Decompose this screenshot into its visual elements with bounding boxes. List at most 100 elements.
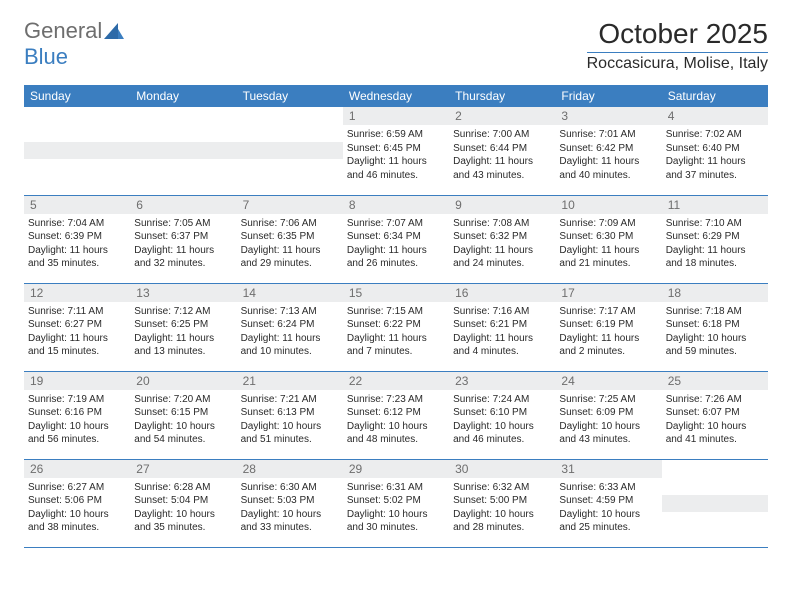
- day-cell: 27Sunrise: 6:28 AMSunset: 5:04 PMDayligh…: [130, 459, 236, 547]
- day-cell: 20Sunrise: 7:20 AMSunset: 6:15 PMDayligh…: [130, 371, 236, 459]
- weekday-header: Monday: [130, 85, 236, 107]
- weekday-header-row: SundayMondayTuesdayWednesdayThursdayFrid…: [24, 85, 768, 107]
- day-number: 11: [662, 196, 768, 214]
- day-content: Sunrise: 7:17 AMSunset: 6:19 PMDaylight:…: [555, 302, 661, 362]
- day-content: Sunrise: 7:08 AMSunset: 6:32 PMDaylight:…: [449, 214, 555, 274]
- day-content: Sunrise: 7:07 AMSunset: 6:34 PMDaylight:…: [343, 214, 449, 274]
- page-title: October 2025: [587, 18, 768, 50]
- day-content: Sunrise: 7:26 AMSunset: 6:07 PMDaylight:…: [662, 390, 768, 450]
- empty-day-cell: [24, 107, 130, 195]
- day-number: 25: [662, 372, 768, 390]
- day-cell: 26Sunrise: 6:27 AMSunset: 5:06 PMDayligh…: [24, 459, 130, 547]
- empty-day-cell: [662, 459, 768, 547]
- day-cell: 24Sunrise: 7:25 AMSunset: 6:09 PMDayligh…: [555, 371, 661, 459]
- day-number: 18: [662, 284, 768, 302]
- day-number: 20: [130, 372, 236, 390]
- calendar-week-row: 19Sunrise: 7:19 AMSunset: 6:16 PMDayligh…: [24, 371, 768, 459]
- day-cell: 21Sunrise: 7:21 AMSunset: 6:13 PMDayligh…: [237, 371, 343, 459]
- day-cell: 29Sunrise: 6:31 AMSunset: 5:02 PMDayligh…: [343, 459, 449, 547]
- day-content: Sunrise: 6:59 AMSunset: 6:45 PMDaylight:…: [343, 125, 449, 185]
- day-cell: 13Sunrise: 7:12 AMSunset: 6:25 PMDayligh…: [130, 283, 236, 371]
- day-content: Sunrise: 7:23 AMSunset: 6:12 PMDaylight:…: [343, 390, 449, 450]
- empty-day-cell: [130, 107, 236, 195]
- day-content: Sunrise: 6:30 AMSunset: 5:03 PMDaylight:…: [237, 478, 343, 538]
- title-block: October 2025 Roccasicura, Molise, Italy: [587, 18, 768, 73]
- day-cell: 17Sunrise: 7:17 AMSunset: 6:19 PMDayligh…: [555, 283, 661, 371]
- day-cell: 22Sunrise: 7:23 AMSunset: 6:12 PMDayligh…: [343, 371, 449, 459]
- day-number: 3: [555, 107, 661, 125]
- page-header: General October 2025 Roccasicura, Molise…: [24, 18, 768, 73]
- day-number: 6: [130, 196, 236, 214]
- day-content: Sunrise: 7:06 AMSunset: 6:35 PMDaylight:…: [237, 214, 343, 274]
- day-content: Sunrise: 7:24 AMSunset: 6:10 PMDaylight:…: [449, 390, 555, 450]
- day-number: 30: [449, 460, 555, 478]
- day-content: Sunrise: 7:18 AMSunset: 6:18 PMDaylight:…: [662, 302, 768, 362]
- day-content: Sunrise: 7:04 AMSunset: 6:39 PMDaylight:…: [24, 214, 130, 274]
- day-cell: 7Sunrise: 7:06 AMSunset: 6:35 PMDaylight…: [237, 195, 343, 283]
- day-cell: 11Sunrise: 7:10 AMSunset: 6:29 PMDayligh…: [662, 195, 768, 283]
- day-cell: 19Sunrise: 7:19 AMSunset: 6:16 PMDayligh…: [24, 371, 130, 459]
- day-content: Sunrise: 7:11 AMSunset: 6:27 PMDaylight:…: [24, 302, 130, 362]
- day-number: 28: [237, 460, 343, 478]
- day-content: Sunrise: 7:25 AMSunset: 6:09 PMDaylight:…: [555, 390, 661, 450]
- day-content: Sunrise: 7:15 AMSunset: 6:22 PMDaylight:…: [343, 302, 449, 362]
- day-cell: 28Sunrise: 6:30 AMSunset: 5:03 PMDayligh…: [237, 459, 343, 547]
- day-number: 26: [24, 460, 130, 478]
- day-number: 9: [449, 196, 555, 214]
- day-content: Sunrise: 7:16 AMSunset: 6:21 PMDaylight:…: [449, 302, 555, 362]
- weekday-header: Thursday: [449, 85, 555, 107]
- day-content: Sunrise: 7:13 AMSunset: 6:24 PMDaylight:…: [237, 302, 343, 362]
- day-number: 21: [237, 372, 343, 390]
- day-number: 24: [555, 372, 661, 390]
- logo: General: [24, 18, 126, 44]
- day-number: 5: [24, 196, 130, 214]
- day-content: Sunrise: 7:02 AMSunset: 6:40 PMDaylight:…: [662, 125, 768, 185]
- logo-triangle-icon: [104, 23, 124, 39]
- calendar-week-row: 12Sunrise: 7:11 AMSunset: 6:27 PMDayligh…: [24, 283, 768, 371]
- day-cell: 23Sunrise: 7:24 AMSunset: 6:10 PMDayligh…: [449, 371, 555, 459]
- day-number: 17: [555, 284, 661, 302]
- weekday-header: Saturday: [662, 85, 768, 107]
- day-cell: 12Sunrise: 7:11 AMSunset: 6:27 PMDayligh…: [24, 283, 130, 371]
- day-cell: 18Sunrise: 7:18 AMSunset: 6:18 PMDayligh…: [662, 283, 768, 371]
- day-number: 7: [237, 196, 343, 214]
- day-cell: 6Sunrise: 7:05 AMSunset: 6:37 PMDaylight…: [130, 195, 236, 283]
- day-content: Sunrise: 7:09 AMSunset: 6:30 PMDaylight:…: [555, 214, 661, 274]
- day-number: 16: [449, 284, 555, 302]
- day-number: 1: [343, 107, 449, 125]
- day-cell: 25Sunrise: 7:26 AMSunset: 6:07 PMDayligh…: [662, 371, 768, 459]
- day-cell: 10Sunrise: 7:09 AMSunset: 6:30 PMDayligh…: [555, 195, 661, 283]
- day-number: 29: [343, 460, 449, 478]
- day-number: 22: [343, 372, 449, 390]
- day-cell: 31Sunrise: 6:33 AMSunset: 4:59 PMDayligh…: [555, 459, 661, 547]
- day-content: Sunrise: 7:05 AMSunset: 6:37 PMDaylight:…: [130, 214, 236, 274]
- day-number: 27: [130, 460, 236, 478]
- day-cell: 9Sunrise: 7:08 AMSunset: 6:32 PMDaylight…: [449, 195, 555, 283]
- day-number: 12: [24, 284, 130, 302]
- calendar-week-row: 1Sunrise: 6:59 AMSunset: 6:45 PMDaylight…: [24, 107, 768, 195]
- day-cell: 5Sunrise: 7:04 AMSunset: 6:39 PMDaylight…: [24, 195, 130, 283]
- day-number: 14: [237, 284, 343, 302]
- weekday-header: Wednesday: [343, 85, 449, 107]
- day-content: Sunrise: 6:32 AMSunset: 5:00 PMDaylight:…: [449, 478, 555, 538]
- day-cell: 3Sunrise: 7:01 AMSunset: 6:42 PMDaylight…: [555, 107, 661, 195]
- calendar-week-row: 26Sunrise: 6:27 AMSunset: 5:06 PMDayligh…: [24, 459, 768, 547]
- day-cell: 16Sunrise: 7:16 AMSunset: 6:21 PMDayligh…: [449, 283, 555, 371]
- calendar-table: SundayMondayTuesdayWednesdayThursdayFrid…: [24, 85, 768, 548]
- day-cell: 8Sunrise: 7:07 AMSunset: 6:34 PMDaylight…: [343, 195, 449, 283]
- day-cell: 4Sunrise: 7:02 AMSunset: 6:40 PMDaylight…: [662, 107, 768, 195]
- day-content: Sunrise: 7:10 AMSunset: 6:29 PMDaylight:…: [662, 214, 768, 274]
- day-number: 8: [343, 196, 449, 214]
- day-cell: 1Sunrise: 6:59 AMSunset: 6:45 PMDaylight…: [343, 107, 449, 195]
- weekday-header: Friday: [555, 85, 661, 107]
- weekday-header: Tuesday: [237, 85, 343, 107]
- day-number: 23: [449, 372, 555, 390]
- day-number: 31: [555, 460, 661, 478]
- logo-text-general: General: [24, 18, 102, 44]
- day-content: Sunrise: 7:12 AMSunset: 6:25 PMDaylight:…: [130, 302, 236, 362]
- day-content: Sunrise: 7:01 AMSunset: 6:42 PMDaylight:…: [555, 125, 661, 185]
- day-cell: 15Sunrise: 7:15 AMSunset: 6:22 PMDayligh…: [343, 283, 449, 371]
- page-subtitle: Roccasicura, Molise, Italy: [587, 52, 768, 73]
- day-content: Sunrise: 6:27 AMSunset: 5:06 PMDaylight:…: [24, 478, 130, 538]
- day-cell: 2Sunrise: 7:00 AMSunset: 6:44 PMDaylight…: [449, 107, 555, 195]
